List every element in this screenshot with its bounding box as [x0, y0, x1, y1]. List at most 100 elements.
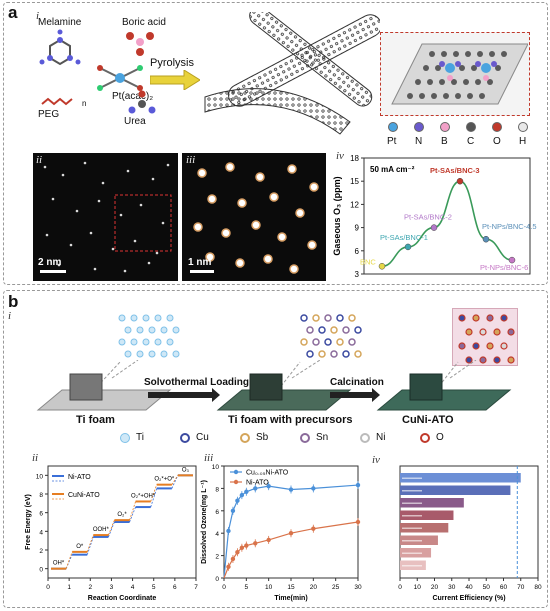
chart-iii-ytick-label: 2	[215, 554, 219, 561]
chart-iii-ytick-label: 0	[215, 576, 219, 583]
chart-ii-xtick-label: 2	[88, 584, 92, 591]
cu-atom-icon	[180, 433, 190, 443]
process-arrow-1-icon	[148, 388, 220, 402]
legend-a-h: H	[519, 136, 527, 147]
melamine-label: Melamine	[38, 17, 82, 28]
chart-iii-point	[266, 483, 271, 489]
chart-ivb-xtick-label: 60	[500, 584, 508, 591]
chart-iv-ytick-label: 12	[350, 200, 359, 209]
chart-iii-point	[235, 550, 240, 555]
arrow-1-label: Solvothermal Loading	[144, 377, 250, 388]
boric-acid-molecule-icon	[126, 32, 154, 56]
chart-iv-point	[404, 243, 412, 251]
ti-foam-sample	[69, 373, 103, 401]
legend-b-ni: Ni	[376, 432, 386, 443]
legend-a-pt: Pt	[387, 136, 397, 147]
chart-iii-point	[244, 543, 249, 548]
urea-molecule-icon	[128, 90, 156, 114]
legend-b-ti: Ti	[136, 432, 144, 443]
chart-ivb-xtick-label: 30	[448, 584, 456, 591]
pt-acac-label: Pt(acac)₂	[112, 91, 154, 102]
chart-ii-xtick-label: 6	[173, 584, 177, 591]
chart-iii-point	[355, 482, 361, 488]
chart-iv-ytick-label: 3	[355, 270, 360, 279]
sn-atom-icon	[300, 433, 310, 443]
chart-iii-xtick-label: 10	[265, 584, 273, 591]
chart-ii-annotation: O₃	[182, 467, 190, 473]
chart-ii-annotation: O₂*+OH*	[131, 493, 156, 499]
chart-iv-point-label: Pt-NPs/BNC-6	[480, 263, 528, 272]
pt-atom-icon	[388, 122, 398, 132]
chart-ivb-xtick-label: 50	[483, 584, 491, 591]
precursor-foam-sample	[249, 373, 283, 401]
chart-ii-xtick-label: 1	[67, 584, 71, 591]
legend-b-o: O	[436, 432, 444, 443]
chart-ii-connector	[86, 536, 94, 555]
chart-iv-ytick-label: 9	[355, 224, 360, 233]
chart-ii-connector	[65, 554, 73, 569]
peg-chain-icon	[41, 97, 73, 106]
legend-a-o: O	[493, 136, 501, 147]
legend-a-n: N	[415, 136, 423, 147]
chart-iii-point	[226, 564, 231, 569]
chart-iii-point	[288, 531, 294, 536]
haadf-image-ii	[33, 153, 178, 281]
chart-ii-ytick-label: 8	[39, 492, 43, 499]
chart-iv-point	[430, 224, 438, 231]
chart-ii-annotation: OOH*	[93, 527, 110, 533]
chart-iii-xtick-label: 5	[245, 584, 249, 591]
process-arrow-2-icon	[330, 388, 380, 402]
chart-ii-ytick-label: 2	[39, 548, 43, 555]
panel-a-i-label: i	[36, 10, 40, 22]
chart-iv-point	[508, 256, 516, 264]
panel-b-iv-label: iv	[372, 454, 380, 466]
chart-ivb-bar	[400, 523, 449, 533]
chart-iii-xlabel: Time(min)	[274, 595, 307, 602]
panel-a-frame	[3, 2, 548, 285]
foam-process-illustration	[36, 360, 512, 411]
panel-a-letter: a	[8, 3, 18, 22]
chart-iv-point-label: BNC	[360, 257, 376, 266]
pt-acac-molecule-icon	[97, 65, 143, 91]
chart-iii-point	[253, 541, 258, 546]
chart-iii-point	[355, 519, 361, 525]
ti-lattice-illustration	[118, 314, 180, 358]
c-atom-icon	[466, 122, 476, 132]
legend-a-c: C	[467, 136, 475, 147]
ti-atom-icon	[120, 433, 130, 443]
precursor-lattice-illustration	[300, 314, 362, 358]
chart-dissolved-ozone: 0 2 4 6 8 10 0 5 10 15 20 25 30 Time(min) Dissolved Oz…	[201, 464, 362, 602]
chart-ivb-xtick-label: 10	[414, 584, 422, 591]
chart-ii-connector	[65, 551, 73, 569]
haadf-ii-atoms	[43, 161, 172, 273]
chart-ivb-xtick-label: 40	[465, 584, 473, 591]
step-2-label: Ti foam with precursors	[228, 414, 353, 426]
chart-ivb-xtick-label: 70	[517, 584, 525, 591]
chart-iv-ytick-label: 6	[355, 247, 360, 256]
chart-iii-xtick-label: 25	[332, 584, 340, 591]
scalebar-iii	[190, 270, 214, 273]
chart-iv-point-label: Pt-SAs/BNC-3	[430, 166, 480, 175]
step-3-label: CuNi-ATO	[402, 414, 454, 426]
haadf-iii-atoms	[193, 162, 319, 274]
chart-ii-ylabel: Free Energy (eV)	[25, 494, 32, 550]
element-legend-a: Pt N B C O H	[384, 122, 544, 152]
carbon-nanotubes-illustration	[204, 12, 380, 135]
chart-iii-legend-label: Cu₀.₀₅Ni-ATO	[246, 470, 289, 477]
chart-iii-point	[311, 486, 316, 491]
chart-ivb-bar	[400, 498, 464, 508]
chart-ii-ytick-label: 6	[39, 511, 43, 518]
arrow-2-label: Calcination	[330, 377, 384, 388]
precursor-molecules	[39, 29, 156, 114]
melamine-molecule-icon	[39, 29, 81, 66]
chart-ii-connector	[171, 475, 179, 485]
panel-b-i-label: i	[8, 310, 12, 322]
chart-iii-legend-label: Ni-ATO	[246, 480, 269, 487]
panel-b-letter: b	[8, 292, 19, 311]
element-legend-b: Ti Cu Sb Sn Ni O	[120, 432, 470, 446]
legend-b-sb: Sb	[256, 432, 269, 443]
chart-iv-point	[456, 177, 464, 185]
b-atom-icon	[440, 122, 450, 132]
chart-iii-xtick-label: 0	[222, 584, 226, 591]
chart-ii-connector	[86, 534, 94, 553]
